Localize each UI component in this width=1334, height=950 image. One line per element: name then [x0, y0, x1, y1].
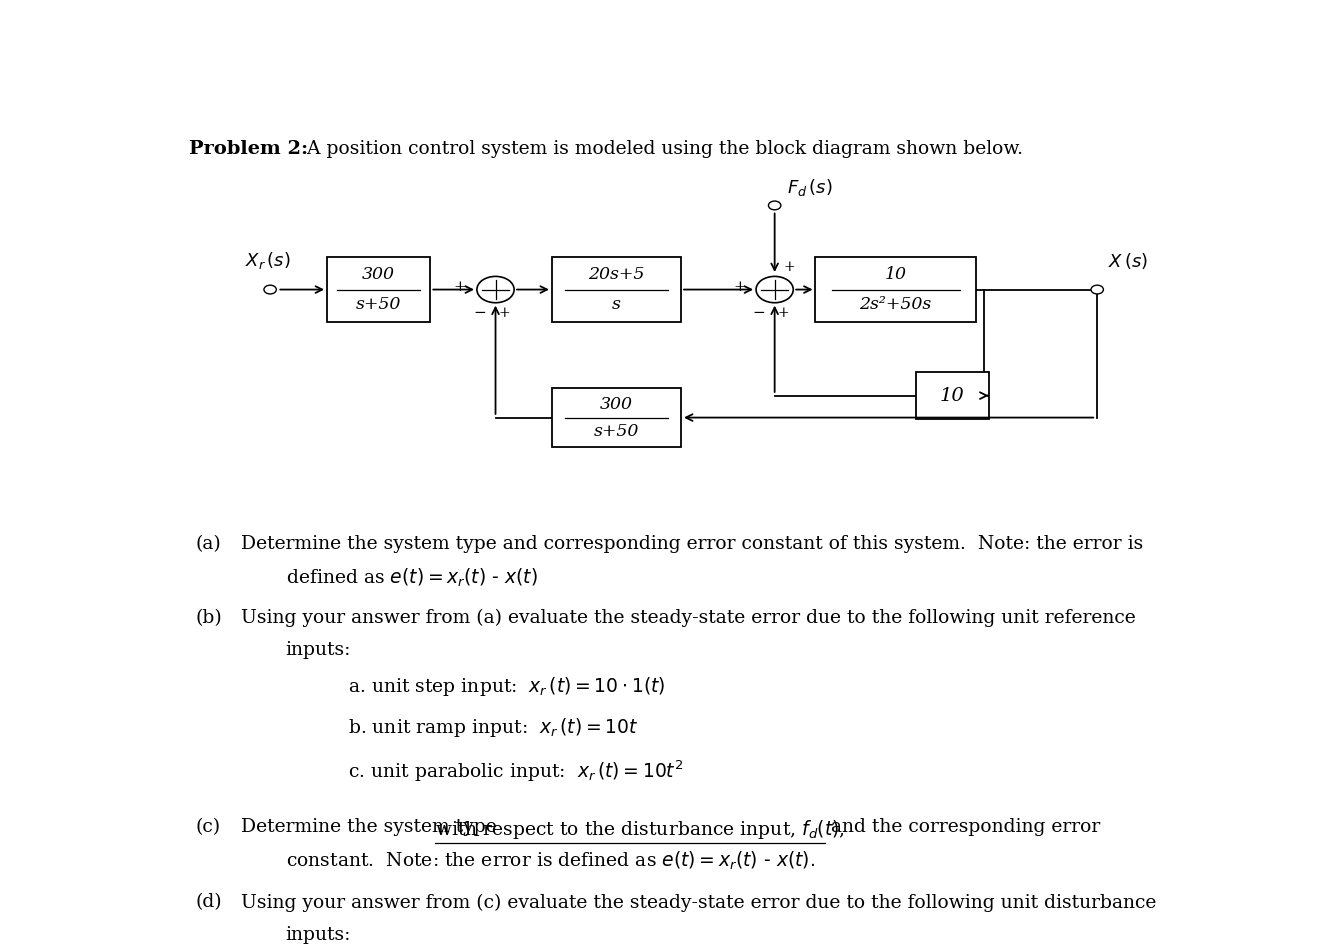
- Text: a. unit step input:  $x_r\,(t)=10\cdot1(t)$: a. unit step input: $x_r\,(t)=10\cdot1(t…: [348, 674, 666, 697]
- Text: 2s²+50s: 2s²+50s: [859, 296, 931, 314]
- Text: −: −: [474, 307, 486, 320]
- Text: Using your answer from (c) evaluate the steady-state error due to the following : Using your answer from (c) evaluate the …: [241, 894, 1157, 912]
- Text: b. unit ramp input:  $x_r\,(t)=10t$: b. unit ramp input: $x_r\,(t)=10t$: [348, 716, 638, 739]
- Text: Determine the system type and corresponding error constant of this system.  Note: Determine the system type and correspond…: [241, 535, 1143, 553]
- Text: s+50: s+50: [356, 296, 402, 314]
- Text: (b): (b): [196, 609, 223, 627]
- Text: (c): (c): [196, 818, 221, 836]
- Bar: [916, 371, 988, 419]
- Text: s: s: [612, 296, 620, 314]
- Text: with respect to the disturbance input, $f_d(t)$,: with respect to the disturbance input, $…: [435, 818, 844, 841]
- Text: +: +: [499, 307, 510, 320]
- Text: +: +: [732, 280, 746, 294]
- Text: −: −: [752, 307, 766, 320]
- Text: c. unit parabolic input:  $x_r\,(t)=10t^2$: c. unit parabolic input: $x_r\,(t)=10t^2…: [348, 758, 683, 784]
- Circle shape: [264, 285, 276, 294]
- Text: and the corresponding error: and the corresponding error: [826, 818, 1101, 836]
- Circle shape: [1091, 285, 1103, 294]
- Text: (d): (d): [196, 894, 223, 911]
- Text: Using your answer from (a) evaluate the steady-state error due to the following : Using your answer from (a) evaluate the …: [241, 609, 1137, 627]
- Text: $F_d\,(s)$: $F_d\,(s)$: [787, 177, 832, 199]
- Circle shape: [478, 276, 514, 303]
- Text: A position control system is modeled using the block diagram shown below.: A position control system is modeled usi…: [288, 140, 1023, 158]
- Bar: [815, 256, 975, 322]
- Text: 10: 10: [940, 387, 964, 405]
- Bar: [552, 256, 682, 322]
- Text: +: +: [784, 260, 795, 275]
- Text: Problem 2:: Problem 2:: [189, 140, 308, 158]
- Text: +: +: [778, 307, 790, 320]
- Bar: [552, 389, 682, 446]
- Text: 20s+5: 20s+5: [588, 266, 644, 283]
- Text: Determine the system type: Determine the system type: [241, 818, 503, 836]
- Text: 300: 300: [363, 266, 395, 283]
- Text: +: +: [454, 280, 467, 294]
- Text: s+50: s+50: [594, 423, 639, 440]
- Text: inputs:: inputs:: [285, 641, 351, 659]
- Text: $X_r\,(s)$: $X_r\,(s)$: [245, 250, 291, 272]
- Text: 10: 10: [884, 266, 907, 283]
- Text: constant.  Note: the error is defined as $e(t)=x_r(t)\ \text{-}\ x(t).$: constant. Note: the error is defined as …: [285, 850, 815, 872]
- Text: inputs:: inputs:: [285, 925, 351, 943]
- Text: 300: 300: [600, 395, 632, 412]
- Bar: [327, 256, 431, 322]
- Text: defined as $e(t)=x_r(t)\ \text{-}\ x(t)$: defined as $e(t)=x_r(t)\ \text{-}\ x(t)$: [285, 567, 538, 589]
- Circle shape: [768, 201, 780, 210]
- Text: $X\,(s)$: $X\,(s)$: [1107, 251, 1147, 272]
- Text: (a): (a): [196, 535, 221, 553]
- Circle shape: [756, 276, 794, 303]
